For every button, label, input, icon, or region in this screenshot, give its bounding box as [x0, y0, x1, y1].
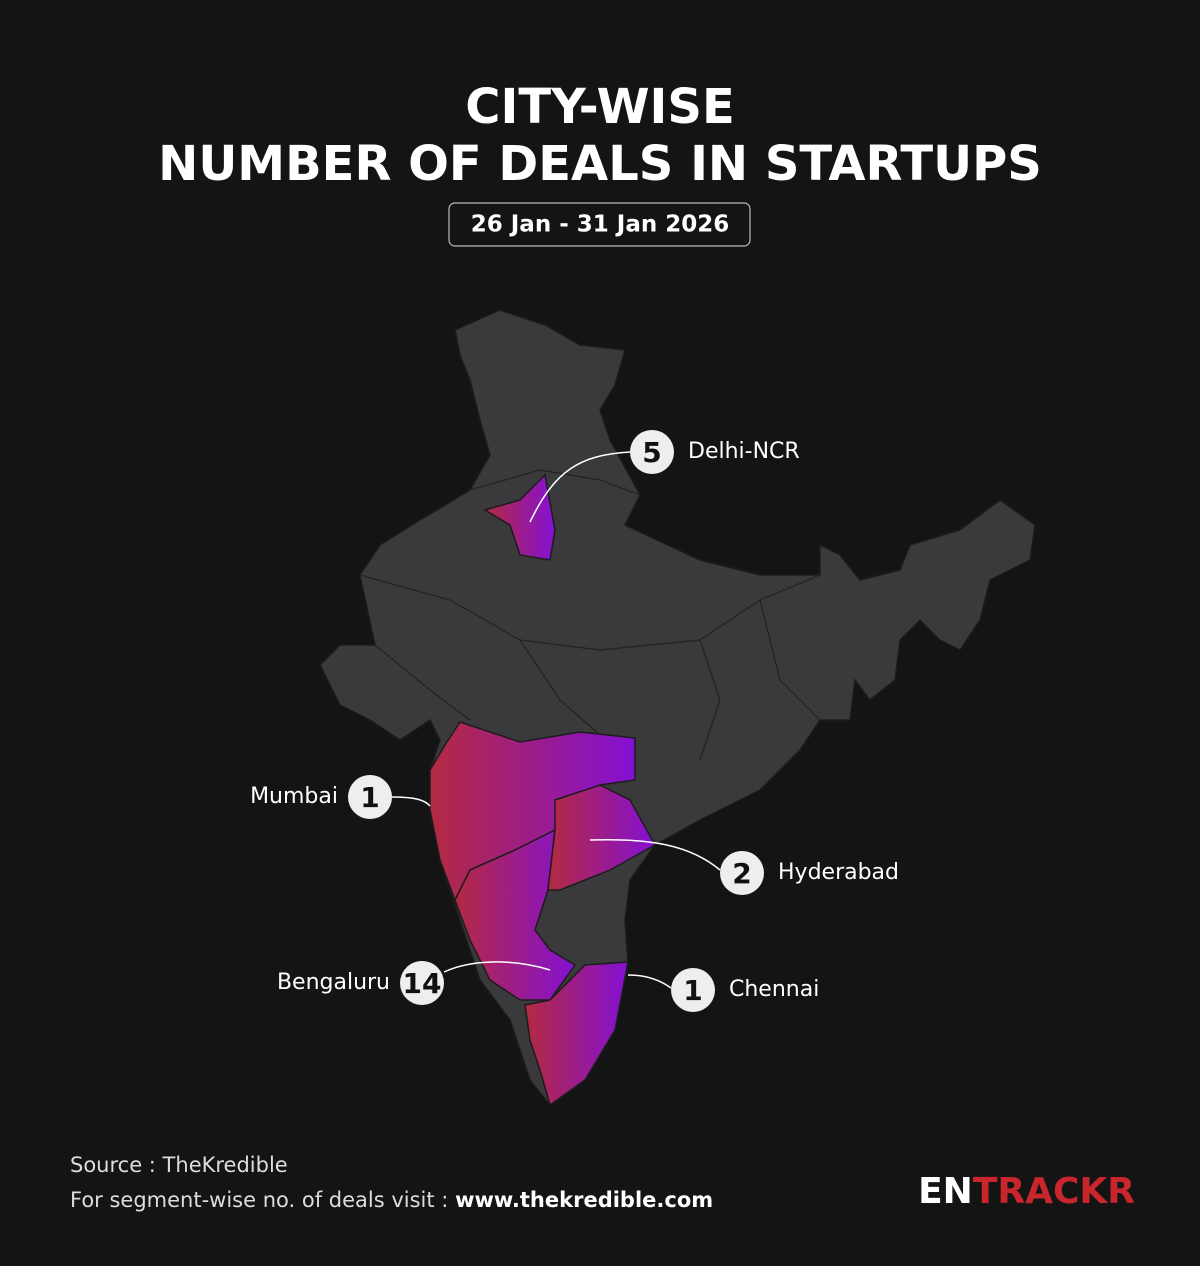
- deal-badge: [630, 430, 674, 474]
- callouts: 5 Delhi-NCR 1 Mumbai 2 Hyderabad 14 Bengaluru 1 C…: [250, 430, 899, 1012]
- leader-line: [391, 796, 431, 807]
- city-name: Delhi-NCR: [688, 439, 800, 464]
- highlight-region: [524, 961, 629, 1107]
- logo-part: TRACKR: [973, 1171, 1135, 1212]
- title-line: CITY-WISE: [465, 79, 734, 135]
- deal-count: 14: [403, 967, 442, 1000]
- city-name: Hyderabad: [778, 860, 899, 885]
- leader-lines: [391, 451, 721, 989]
- visit-label: For segment-wise no. of deals visit :: [70, 1188, 448, 1212]
- deal-badge: [348, 775, 392, 819]
- highlight-region: [547, 784, 657, 891]
- url: www.thekredible.com: [455, 1188, 713, 1212]
- city-name: Bengaluru: [277, 970, 390, 995]
- deal-badge: [671, 968, 715, 1012]
- source: Source : TheKredible: [70, 1153, 288, 1177]
- deal-badge: [720, 851, 764, 895]
- leader-line: [529, 451, 631, 523]
- leader-line: [627, 974, 672, 989]
- date-box: [448, 202, 751, 247]
- city-name: Chennai: [729, 977, 819, 1002]
- leader-line: [443, 961, 551, 973]
- logo: ENTRACKR: [918, 1171, 1135, 1212]
- deal-badge: [400, 961, 444, 1005]
- state-border: [359, 469, 821, 761]
- leader-line: [589, 838, 721, 871]
- deal-count: 2: [732, 857, 751, 890]
- date-range: 26 Jan - 31 Jan 2026: [471, 212, 730, 238]
- visit-text: For segment-wise no. of deals visit : ww…: [70, 1188, 713, 1212]
- logo-part: EN: [918, 1171, 973, 1212]
- city-name: Mumbai: [250, 784, 338, 809]
- deal-count: 1: [360, 781, 379, 814]
- highlight-region: [483, 473, 556, 561]
- highlight-region: [454, 828, 577, 1001]
- india-map: [319, 309, 1036, 1107]
- deal-count: 5: [642, 436, 661, 469]
- title-line: NUMBER OF DEALS IN STARTUPS: [158, 136, 1042, 192]
- deal-count: 1: [683, 974, 702, 1007]
